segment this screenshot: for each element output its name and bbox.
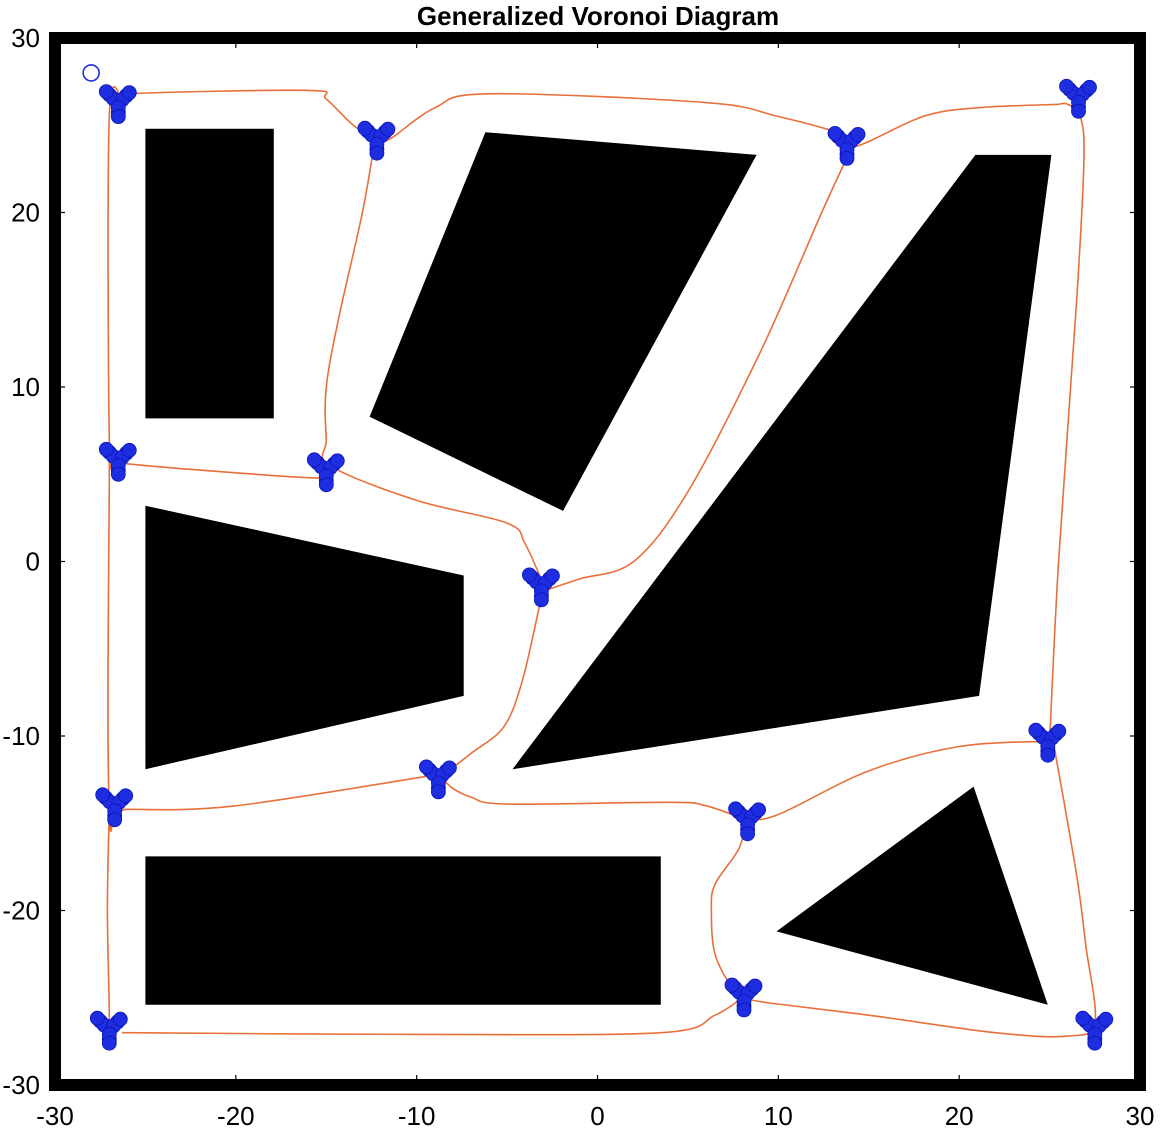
x-axis: -30 -20 -10 0 10 20 30	[36, 38, 1154, 1131]
x-tick-label: 0	[590, 1101, 604, 1131]
voronoi-edge-8	[745, 740, 1050, 821]
voronoi-edge-7	[443, 779, 747, 821]
voronoi-node-5	[98, 441, 137, 482]
voronoi-edge-6	[107, 444, 439, 833]
y-tick-label: 30	[11, 23, 40, 53]
voronoi-edge-3	[321, 139, 545, 585]
voronoi-edge-10	[742, 741, 1097, 1038]
x-tick-label: -10	[398, 1101, 436, 1131]
x-tick-label: -30	[36, 1101, 74, 1131]
obstacle-quad-top-center	[369, 132, 757, 511]
voronoi-node-3	[827, 125, 866, 166]
voronoi-node-8	[95, 787, 134, 828]
voronoi-edge-1	[104, 89, 1059, 148]
voronoi-edge-5	[441, 589, 545, 777]
start-marker	[82, 64, 100, 82]
x-tick-label: -20	[217, 1101, 255, 1131]
voronoi-edge-9	[1048, 102, 1085, 742]
y-tick-label: 20	[11, 198, 40, 228]
x-tick-label: 30	[1126, 1101, 1155, 1131]
voronoi-node-7	[522, 567, 560, 608]
voronoi-node-12	[89, 1010, 128, 1051]
voronoi-node-1	[98, 84, 137, 124]
y-axis: -30 -20 -10 0 10 20 30	[2, 23, 1140, 1100]
obstacle-rectangle-bottom	[145, 856, 661, 1005]
y-tick-label: -30	[2, 1070, 40, 1100]
voronoi-node-6	[306, 452, 345, 493]
y-tick-label: -20	[2, 896, 40, 926]
voronoi-node-9	[418, 759, 457, 800]
chart-title: Generalized Voronoi Diagram	[417, 1, 779, 31]
voronoi-node-13	[724, 977, 763, 1018]
voronoi-edge-12	[121, 997, 743, 1036]
y-tick-label: 0	[26, 547, 40, 577]
voronoi-node-14	[1075, 1010, 1114, 1051]
x-tick-label: 20	[945, 1101, 974, 1131]
x-tick-label: 10	[764, 1101, 793, 1131]
voronoi-node-10	[728, 801, 766, 842]
plot-area	[49, 32, 1146, 1091]
voronoi-node-11	[1028, 722, 1067, 763]
voronoi-node-4	[1059, 78, 1097, 119]
obstacle-quad-middle-left	[145, 505, 464, 770]
voronoi-nodes	[89, 78, 1114, 1051]
obstacle-triangle-bottom-right	[776, 786, 1048, 1005]
voronoi-node-2	[357, 120, 396, 161]
obstacles	[145, 128, 1052, 1005]
y-tick-label: -10	[2, 721, 40, 751]
y-tick-label: 10	[11, 372, 40, 402]
voronoi-edge-4	[543, 149, 852, 592]
obstacle-triangle-large-right	[512, 154, 1052, 770]
obstacle-rectangle-top-left	[145, 128, 274, 419]
